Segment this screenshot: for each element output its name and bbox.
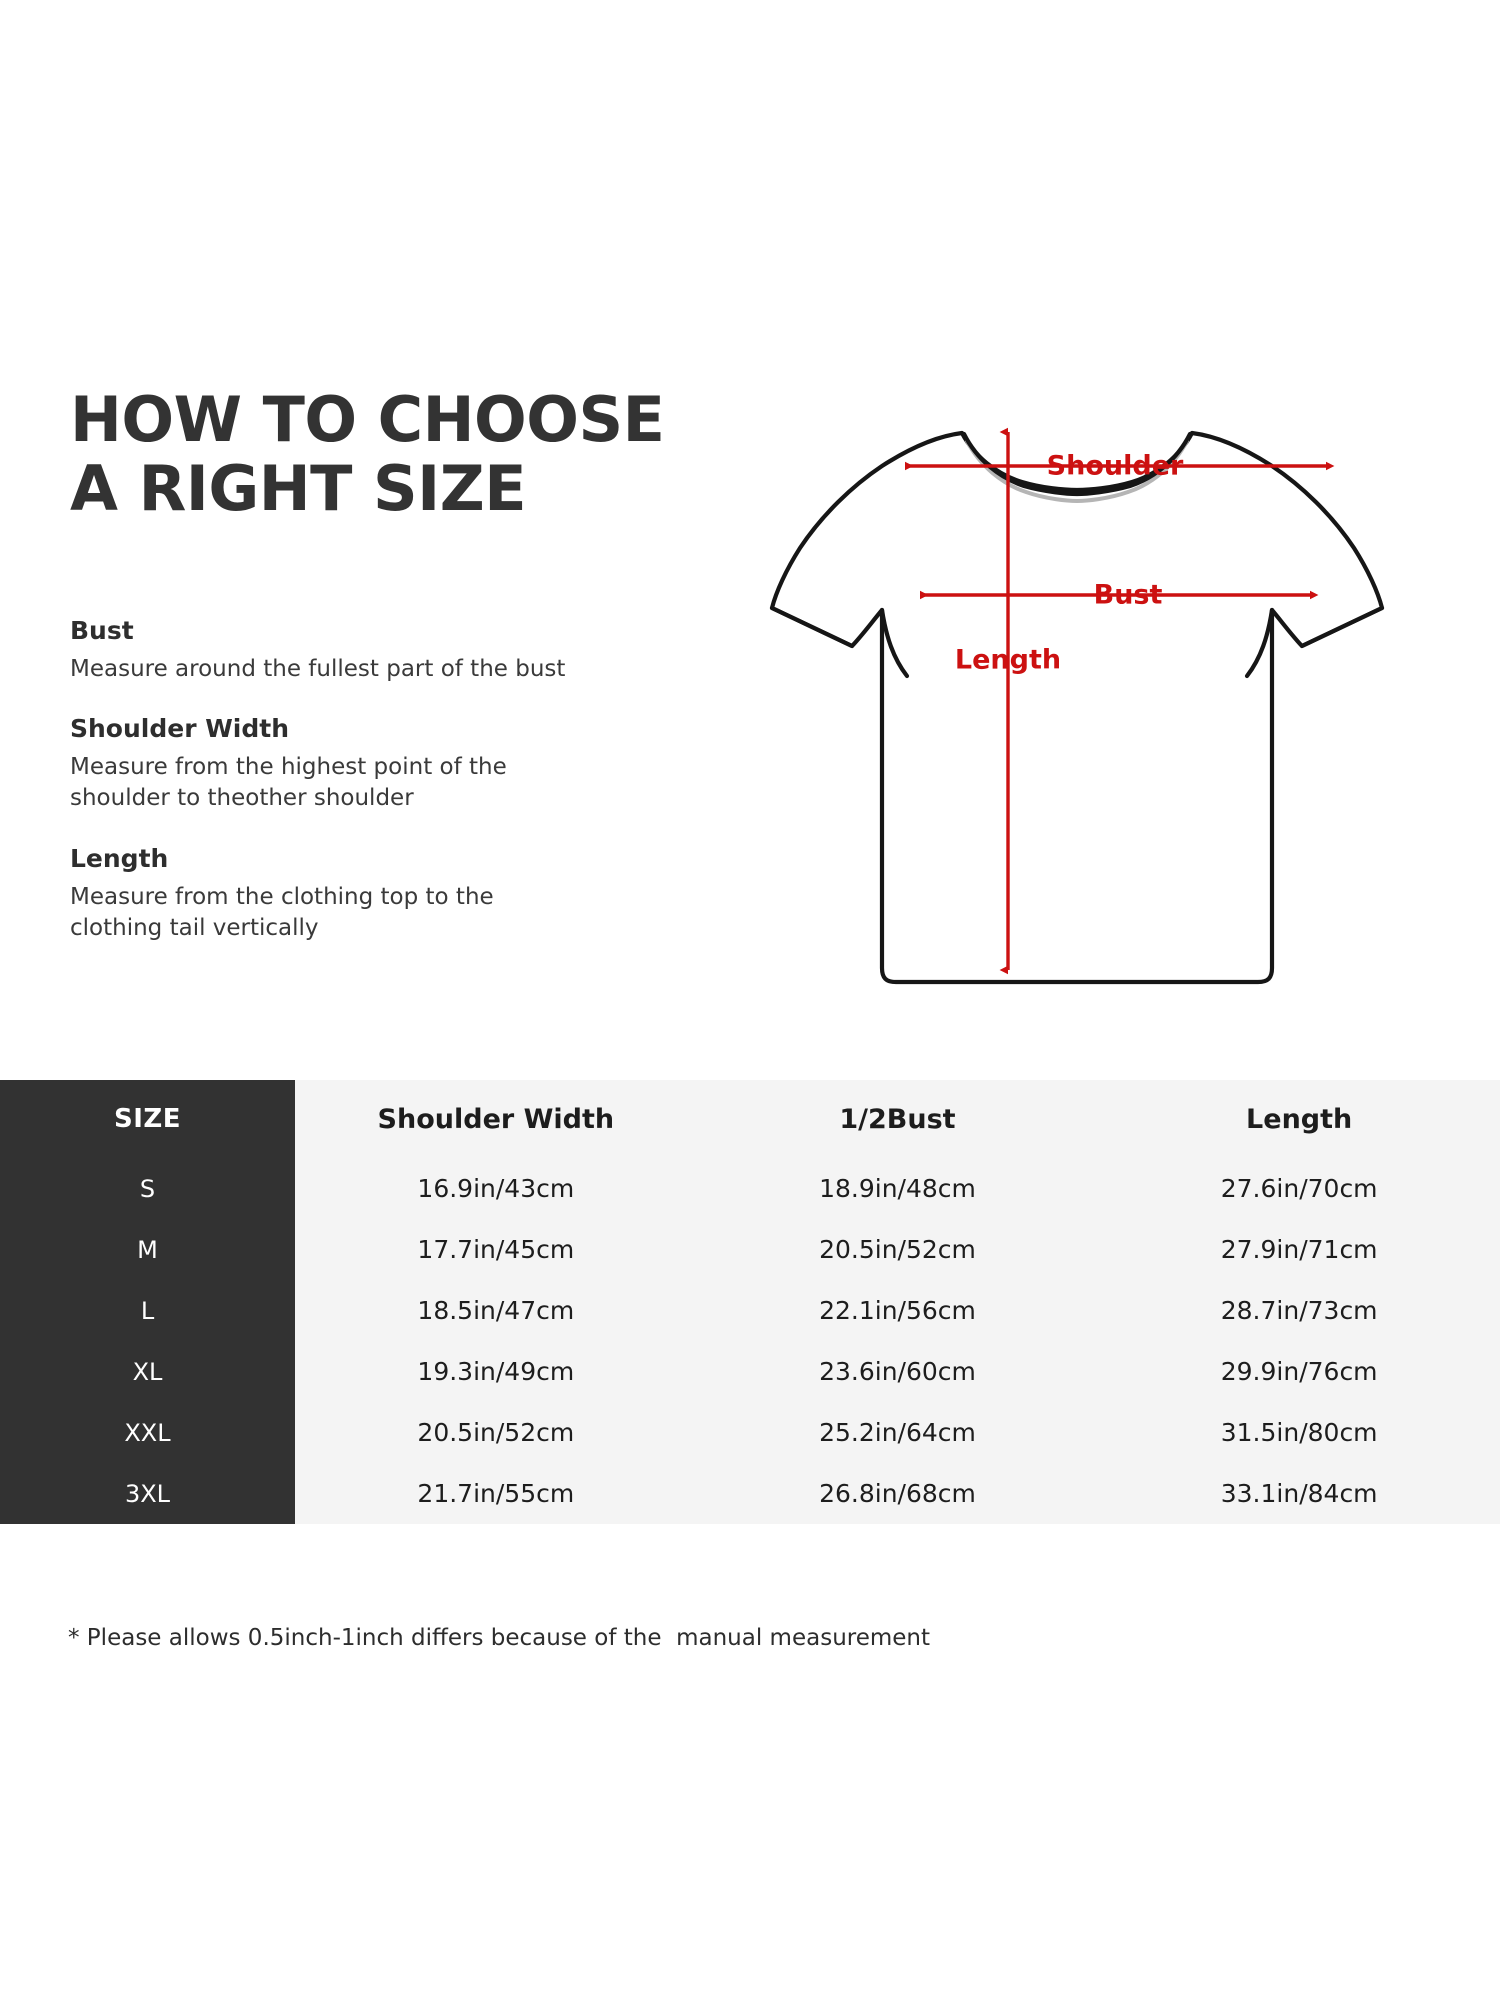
cell-length: 31.5in/80cm xyxy=(1098,1402,1500,1463)
table-row: 3XL 21.7in/55cm 26.8in/68cm 33.1in/84cm xyxy=(0,1463,1500,1524)
column-header-bust: 1/2Bust xyxy=(696,1080,1099,1158)
page-title-line-1: HOW TO CHOOSE xyxy=(70,383,665,456)
cell-bust: 25.2in/64cm xyxy=(696,1402,1099,1463)
cell-shoulder: 17.7in/45cm xyxy=(295,1219,697,1280)
cell-length: 29.9in/76cm xyxy=(1098,1341,1500,1402)
column-header-length: Length xyxy=(1098,1080,1500,1158)
definition-term: Length xyxy=(70,844,169,874)
cell-bust: 20.5in/52cm xyxy=(696,1219,1099,1280)
bust-label: Bust xyxy=(1094,580,1163,611)
cell-size: 3XL xyxy=(0,1463,295,1524)
right-sleeve-hem xyxy=(1299,605,1385,649)
measurement-definitions: Bust Measure around the fullest part of … xyxy=(70,615,670,945)
cell-size: XL xyxy=(0,1341,295,1402)
cell-shoulder: 19.3in/49cm xyxy=(295,1341,697,1402)
definition-term: Bust xyxy=(70,616,134,645)
definition-bust: Bust Measure around the fullest part of … xyxy=(70,615,670,685)
cell-bust: 18.9in/48cm xyxy=(696,1158,1099,1219)
definition-description: Measure from the clothing top to the clo… xyxy=(70,883,494,942)
table-row: S 16.9in/43cm 18.9in/48cm 27.6in/70cm xyxy=(0,1158,1500,1219)
cell-size: S xyxy=(0,1158,295,1219)
measurement-disclaimer: * Please allows 0.5inch-1inch differs be… xyxy=(68,1625,931,1651)
page-title: HOW TO CHOOSE A RIGHT SIZE xyxy=(70,385,710,524)
cell-size: M xyxy=(0,1219,295,1280)
table-row: XXL 20.5in/52cm 25.2in/64cm 31.5in/80cm xyxy=(0,1402,1500,1463)
cell-length: 27.6in/70cm xyxy=(1098,1158,1500,1219)
size-chart-table: SIZE Shoulder Width 1/2Bust Length S 16.… xyxy=(0,1080,1500,1524)
cell-bust: 23.6in/60cm xyxy=(696,1341,1099,1402)
length-label: Length xyxy=(955,645,1061,676)
collar-line xyxy=(961,431,1193,497)
column-header-shoulder: Shoulder Width xyxy=(295,1080,697,1158)
table-row: M 17.7in/45cm 20.5in/52cm 27.9in/71cm xyxy=(0,1219,1500,1280)
definition-term: Shoulder Width xyxy=(70,714,290,744)
tshirt-outline-group xyxy=(769,430,1385,985)
cell-bust: 22.1in/56cm xyxy=(696,1280,1099,1341)
table-header-row: SIZE Shoulder Width 1/2Bust Length xyxy=(0,1080,1500,1158)
definition-shoulder-width: Shoulder Width Measure from the highest … xyxy=(70,713,670,815)
shoulder-label: Shoulder xyxy=(1047,451,1184,482)
cell-shoulder: 21.7in/55cm xyxy=(295,1463,697,1524)
table-row: L 18.5in/47cm 22.1in/56cm 28.7in/73cm xyxy=(0,1280,1500,1341)
left-armpit-seam xyxy=(879,607,910,679)
page-title-line-2: A RIGHT SIZE xyxy=(70,452,527,526)
cell-shoulder: 18.5in/47cm xyxy=(295,1280,697,1341)
cell-length: 27.9in/71cm xyxy=(1098,1219,1500,1280)
tshirt-diagram: Shoulder Bust Length xyxy=(760,370,1400,1020)
cell-shoulder: 16.9in/43cm xyxy=(295,1158,697,1219)
table-body: S 16.9in/43cm 18.9in/48cm 27.6in/70cm M … xyxy=(0,1158,1500,1524)
definition-description: Measure from the highest point of the sh… xyxy=(70,753,507,812)
table-row: XL 19.3in/49cm 23.6in/60cm 29.9in/76cm xyxy=(0,1341,1500,1402)
cell-bust: 26.8in/68cm xyxy=(696,1463,1099,1524)
collar-inner-shadow xyxy=(965,439,1189,504)
definition-description: Measure around the fullest part of the b… xyxy=(70,655,566,682)
cell-length: 33.1in/84cm xyxy=(1098,1463,1500,1524)
right-armpit-seam xyxy=(1244,607,1275,679)
cell-shoulder: 20.5in/52cm xyxy=(295,1402,697,1463)
table-header: SIZE Shoulder Width 1/2Bust Length xyxy=(0,1080,1500,1158)
definition-length: Length Measure from the clothing top to … xyxy=(70,843,670,945)
measurement-annotations: Shoulder Bust Length xyxy=(905,427,1335,975)
cell-length: 28.7in/73cm xyxy=(1098,1280,1500,1341)
tshirt-outline xyxy=(769,430,1385,985)
intro-section: HOW TO CHOOSE A RIGHT SIZE Bust Measure … xyxy=(70,370,1400,1020)
left-sleeve-hem xyxy=(769,605,855,649)
cell-size: XXL xyxy=(0,1402,295,1463)
cell-size: L xyxy=(0,1280,295,1341)
column-header-size: SIZE xyxy=(0,1080,295,1158)
